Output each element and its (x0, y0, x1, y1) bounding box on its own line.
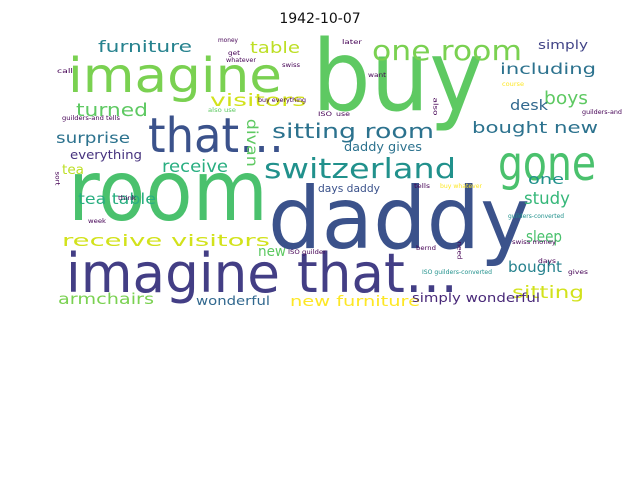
word-10: sitting room (272, 119, 434, 143)
word-14: turned (76, 100, 148, 121)
word-21: surprise (56, 129, 130, 147)
word-19: desk (510, 98, 549, 114)
word-33: bought (508, 258, 562, 276)
word-41: get (228, 50, 241, 57)
word-24: daddy gives (344, 140, 422, 154)
word-62: bernd (416, 245, 436, 252)
word-53: ISO (318, 111, 332, 118)
word-40: later (342, 39, 363, 46)
word-37: new furniture (290, 294, 420, 310)
word-12: table (250, 38, 300, 57)
chart-title: 1942-10-07 (279, 11, 361, 27)
word-11: furniture (98, 37, 192, 56)
word-45: want (368, 72, 387, 79)
word-30: sleep (526, 227, 562, 246)
word-43: swiss (282, 62, 300, 69)
word-31: receive visitors (62, 231, 270, 250)
word-54: sort (54, 172, 61, 187)
word-50: guilders-and (582, 109, 622, 116)
word-6: that… (148, 108, 284, 164)
word-66: ISO guilders-converted (422, 269, 492, 276)
word-23: everything (70, 148, 142, 162)
word-13: visitors (210, 91, 306, 111)
word-60: need (456, 242, 463, 260)
word-27: one (528, 172, 564, 188)
word-8: switzerland (264, 152, 456, 185)
word-51: guilders-and tells (62, 115, 120, 122)
word-64: ISO guilder (288, 249, 327, 256)
word-9: one room (372, 34, 522, 67)
word-35: armchairs (58, 290, 154, 308)
word-46: also use (208, 107, 236, 114)
word-2: room (68, 142, 268, 240)
word-57: buy whatever (440, 183, 483, 190)
word-44: call (57, 68, 74, 75)
word-55: think (118, 195, 137, 202)
word-29: days daddy (318, 182, 380, 195)
word-42: whatever (226, 57, 257, 64)
word-56: tells (414, 183, 430, 190)
word-49: course (502, 81, 524, 88)
word-1: buy (312, 20, 484, 134)
word-59: week (88, 218, 107, 225)
word-39: money (218, 37, 238, 44)
word-32: new (258, 244, 286, 260)
word-16: including (500, 60, 596, 78)
word-34: sitting (512, 283, 584, 303)
word-18: boys (544, 88, 588, 109)
word-52: use (336, 111, 350, 118)
word-25: tea (62, 163, 84, 178)
word-4: imagine (68, 48, 282, 104)
word-58: guilders-converted (508, 213, 564, 220)
word-28: study (524, 189, 570, 209)
word-65: gives (568, 269, 588, 276)
word-7: gone (498, 136, 596, 192)
word-47: buy everything (258, 97, 306, 104)
word-63: days (538, 258, 556, 265)
word-20: bought new (472, 118, 598, 137)
word-5: imagine that… (66, 242, 458, 305)
word-15: divan (243, 119, 261, 167)
word-26: tea table (78, 190, 156, 208)
word-36: wonderful (196, 294, 270, 308)
word-48: also (432, 98, 439, 116)
word-17: simply (538, 38, 588, 52)
word-3: daddy (268, 169, 530, 269)
word-61: swiss money (512, 239, 557, 246)
word-22: receive (162, 157, 228, 177)
word-38: simply wonderful (412, 291, 540, 305)
